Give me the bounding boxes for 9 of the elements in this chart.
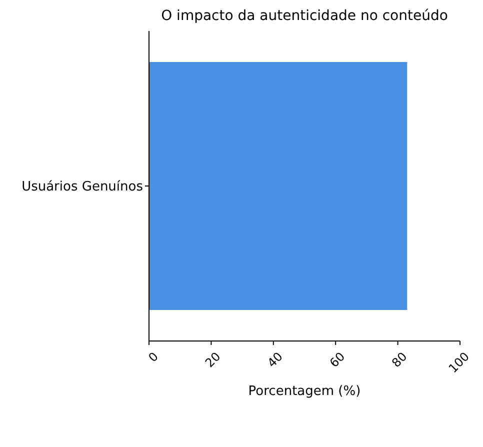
x-tick-label: 100	[446, 349, 472, 376]
chart-title: O impacto da autenticidade no conteúdo	[160, 8, 449, 24]
x-tick-label: 80	[389, 349, 410, 370]
x-tick-label: 40	[264, 349, 286, 370]
y-tick-label: Usuários Genuínos	[22, 180, 144, 195]
x-tick-label: 0	[146, 349, 162, 365]
x-tick-label: 60	[326, 349, 348, 370]
x-axis-title: Porcentagem (%)	[248, 384, 361, 400]
x-tick-label: 20	[202, 349, 224, 370]
